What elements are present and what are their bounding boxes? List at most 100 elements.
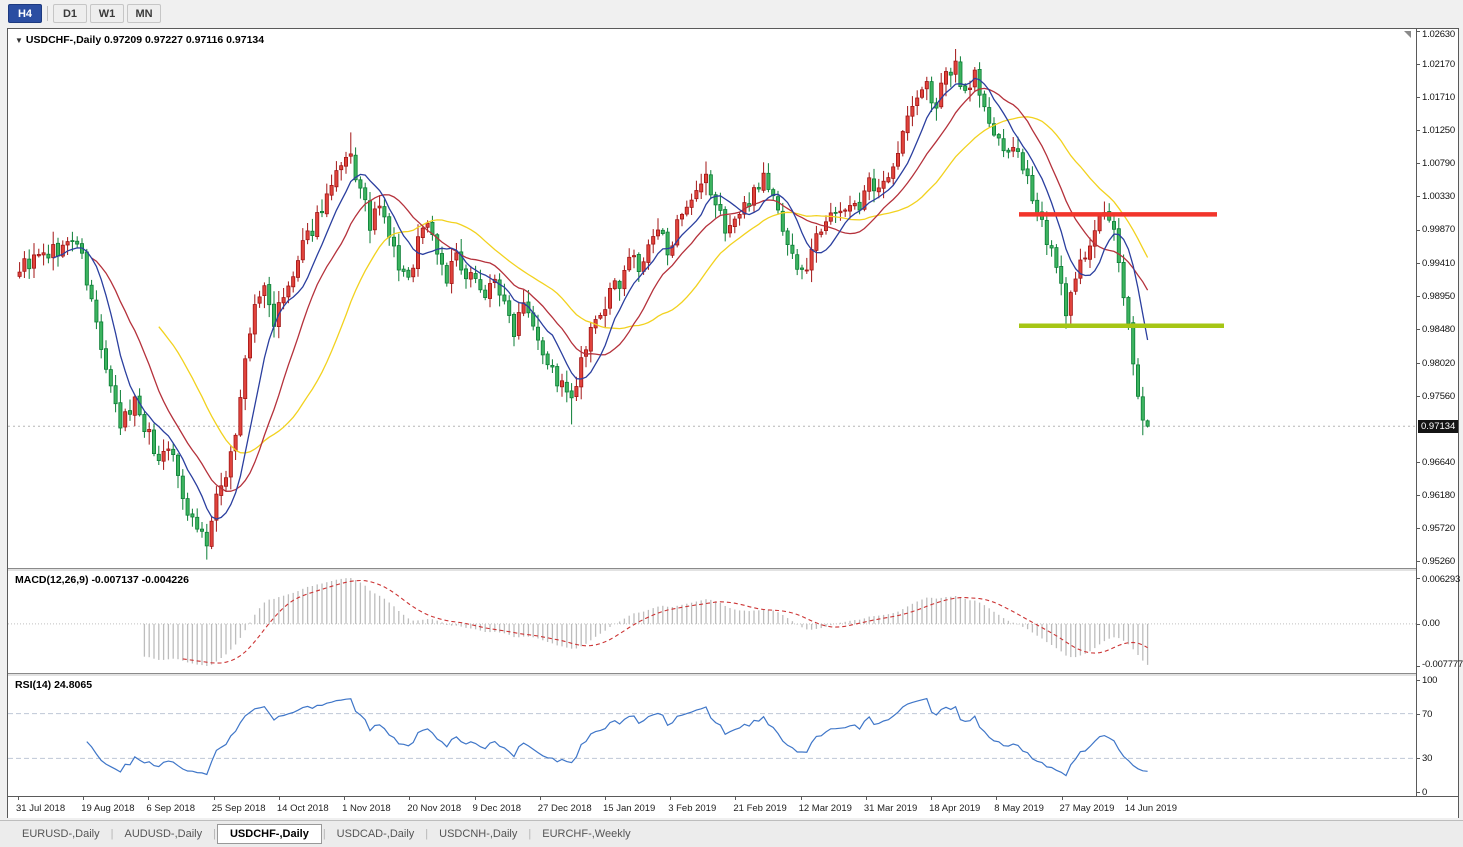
time-axis-tick: [800, 797, 802, 800]
rsi-axis-label: 70: [1422, 708, 1433, 720]
time-axis-tick: [474, 797, 476, 800]
axis-tick: [1417, 561, 1420, 562]
price-axis-label: 0.97560: [1422, 390, 1455, 402]
time-axis-label: 1 Nov 2018: [342, 803, 391, 814]
price-axis[interactable]: 1.02630 1.02170 1.01710 1.01250 1.00790 1.003…: [1416, 29, 1463, 798]
timeframe-button-mn[interactable]: MN: [127, 4, 161, 23]
time-axis-tick: [996, 797, 998, 800]
axis-tick: [1417, 31, 1420, 32]
chart-tab-audusd-daily[interactable]: AUDUSD-,Daily: [124, 828, 203, 840]
axis-tick: [1417, 196, 1420, 198]
timeframe-toolbar: H4 D1 W1 MN: [0, 0, 1463, 27]
macd-header: MACD(12,26,9) -0.007137 -0.004226: [15, 574, 189, 586]
price-axis-label: 1.01710: [1422, 92, 1455, 104]
axis-tick: [1417, 527, 1420, 529]
chart-tab-usdcnh-daily[interactable]: USDCNH-,Daily: [439, 828, 518, 840]
axis-tick: [1417, 461, 1420, 463]
time-axis-tick: [213, 797, 215, 800]
price-axis-label: 0.99870: [1422, 224, 1455, 236]
macd-axis-label: -0.007777: [1422, 659, 1463, 670]
price-axis-label: 0.95720: [1422, 522, 1455, 534]
time-axis[interactable]: 31 Jul 2018 19 Aug 2018 6 Sep 2018 25 Sep 2…: [8, 796, 1458, 818]
axis-tick: [1417, 130, 1420, 132]
axis-tick: [1417, 680, 1420, 681]
rsi-axis-label: 30: [1422, 753, 1433, 765]
candles-group: [17, 49, 1150, 560]
macd-signal-line: [182, 579, 1148, 664]
time-axis-label: 25 Sep 2018: [211, 803, 266, 814]
time-axis-label: 14 Oct 2018: [276, 803, 329, 814]
chart-tab-eurchf-weekly[interactable]: EURCHF-,Weekly: [542, 828, 631, 840]
ma-line-fast: [52, 77, 1149, 520]
macd-histogram: [143, 578, 1149, 666]
tab-separator: |: [425, 828, 429, 840]
time-axis-label: 15 Jan 2019: [603, 803, 656, 814]
current-price-badge: 0.97134: [1418, 419, 1458, 433]
macd-axis-label: 0.00: [1422, 618, 1440, 630]
rsi-header: RSI(14) 24.8065: [15, 679, 93, 691]
chart-shift-marker-icon[interactable]: [1404, 31, 1411, 38]
tab-separator: |: [528, 828, 532, 840]
time-axis-label: 31 Mar 2019: [863, 803, 918, 814]
price-axis-label: 0.98480: [1422, 324, 1455, 336]
time-axis-tick: [865, 797, 867, 800]
price-axis-label: 0.99410: [1422, 257, 1455, 269]
timeframe-button-h4[interactable]: H4: [8, 4, 42, 23]
price-axis-label: 0.96640: [1422, 456, 1455, 468]
time-axis-tick: [409, 797, 411, 800]
time-axis-label: 18 Apr 2019: [929, 803, 981, 814]
rsi-panel[interactable]: [8, 676, 1416, 796]
panel-splitter[interactable]: [8, 673, 1458, 676]
panel-splitter[interactable]: [8, 568, 1458, 571]
time-axis-tick: [539, 797, 541, 800]
price-axis-label: 0.98020: [1422, 357, 1455, 369]
axis-tick: [1417, 362, 1420, 364]
chart-tabs-bar: EURUSD-,Daily | AUDUSD-,Daily | USDCHF-,Dail…: [0, 820, 1463, 847]
time-axis-label: 12 Mar 2019: [798, 803, 852, 814]
rsi-axis-label: 0: [1422, 787, 1428, 798]
time-axis-tick: [931, 797, 933, 800]
time-axis-label: 27 Dec 2018: [537, 803, 592, 814]
time-axis-label: 21 Feb 2019: [733, 803, 787, 814]
chart-tab-usdchf-daily[interactable]: USDCHF-,Daily: [216, 824, 322, 844]
price-axis-label: 1.02630: [1422, 29, 1455, 40]
time-axis-tick: [1126, 797, 1128, 800]
axis-tick: [1417, 758, 1420, 760]
macd-panel[interactable]: [8, 571, 1416, 673]
price-axis-label: 0.96180: [1422, 489, 1455, 501]
time-axis-tick: [83, 797, 85, 800]
time-axis-tick: [670, 797, 672, 800]
chart-tab-eurusd-daily[interactable]: EURUSD-,Daily: [22, 828, 100, 840]
axis-tick: [1417, 395, 1420, 397]
axis-tick: [1417, 494, 1420, 496]
tab-separator: |: [110, 828, 114, 840]
chart-tab-usdcad-daily[interactable]: USDCAD-,Daily: [336, 828, 415, 840]
axis-tick: [1417, 262, 1420, 264]
time-axis-tick: [278, 797, 280, 800]
axis-tick: [1417, 329, 1420, 331]
axis-tick: [1417, 64, 1420, 66]
main-price-chart[interactable]: [8, 29, 1416, 568]
time-axis-label: 27 May 2019: [1059, 803, 1115, 814]
timeframe-button-w1[interactable]: W1: [90, 4, 124, 23]
axis-tick: [1417, 163, 1420, 165]
price-axis-label: 1.00790: [1422, 158, 1455, 170]
axis-tick: [1417, 666, 1420, 667]
chart-ohlc-header: ▼ USDCHF-,Daily 0.97209 0.97227 0.97116 0…: [15, 34, 265, 46]
axis-tick: [1417, 623, 1420, 625]
collapse-arrow-icon[interactable]: ▼: [15, 36, 23, 45]
time-axis-label: 6 Sep 2018: [146, 803, 195, 814]
price-axis-label: 0.98950: [1422, 290, 1455, 302]
chart-window: 31 Jul 2018 19 Aug 2018 6 Sep 2018 25 Sep 2…: [7, 28, 1463, 818]
time-axis-label: 14 Jun 2019: [1124, 803, 1177, 814]
tab-separator: |: [213, 828, 216, 840]
time-axis-tick: [605, 797, 606, 800]
chart-ohlc-text: USDCHF-,Daily 0.97209 0.97227 0.97116 0.…: [25, 34, 265, 46]
axis-tick: [1417, 713, 1420, 715]
macd-axis-label: 0.006293: [1422, 574, 1461, 585]
time-axis-tick: [1061, 797, 1063, 800]
timeframe-button-d1[interactable]: D1: [53, 4, 87, 23]
axis-tick: [1417, 578, 1420, 579]
time-axis-tick: [148, 797, 150, 800]
